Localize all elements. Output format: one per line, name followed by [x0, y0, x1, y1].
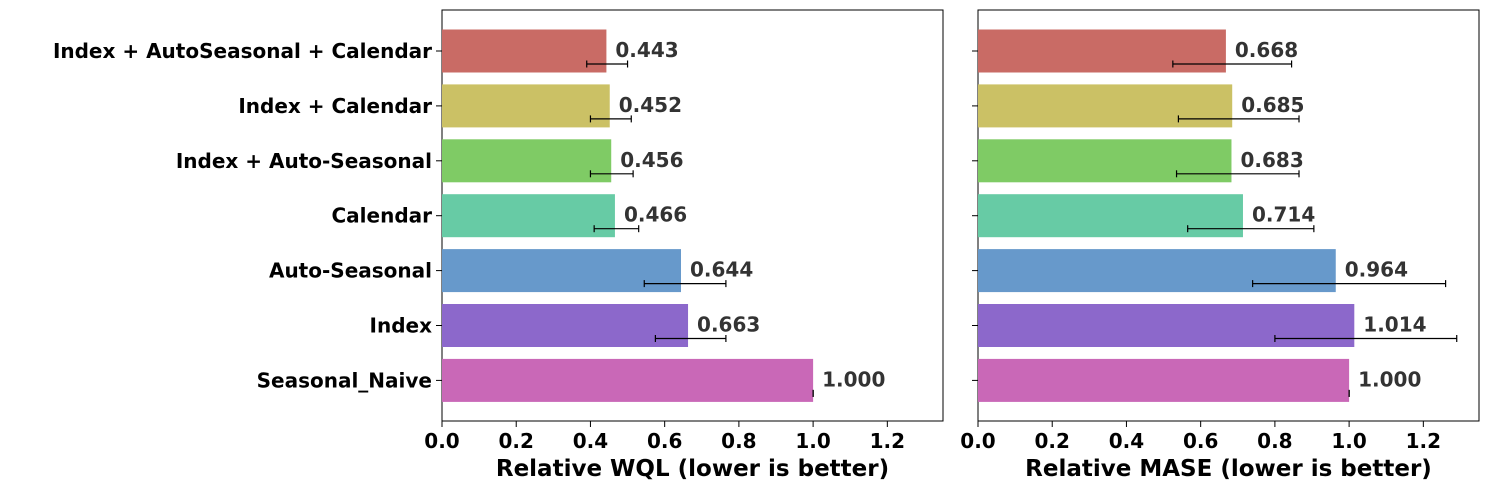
bar-1: [978, 29, 1226, 73]
data-label: 0.683: [1240, 148, 1303, 172]
data-label: 0.644: [690, 258, 753, 282]
category-label: Calendar: [331, 204, 432, 228]
data-label: 0.964: [1345, 258, 1408, 282]
category-label: Index + AutoSeasonal + Calendar: [53, 39, 432, 63]
x-tick-label: 0.8: [1257, 429, 1292, 453]
bar-1: [442, 29, 607, 73]
category-label: Seasonal_Naive: [257, 368, 432, 392]
bar-7: [978, 358, 1350, 402]
x-tick-label: 0.6: [1183, 429, 1218, 453]
bar-5: [978, 249, 1336, 293]
x-tick-label: 0.6: [647, 429, 682, 453]
x-tick-label: 0.4: [573, 429, 608, 453]
panel-1: 0.443 0.452 0.456 0.466 0.644 0.663 1.000 0.0 0.…: [424, 9, 944, 482]
x-tick-label: 0.8: [721, 429, 756, 453]
bar-3: [978, 139, 1232, 183]
data-label: 1.014: [1363, 313, 1426, 337]
x-tick-label: 0.0: [960, 429, 995, 453]
bar-4: [978, 194, 1243, 238]
panel-2: 0.668 0.685 0.683 0.714 0.964 1.014 1.000 0.0 0.…: [960, 9, 1480, 482]
category-label: Index: [370, 314, 433, 338]
category-label: Index + Auto-Seasonal: [176, 149, 432, 173]
x-tick-label: 0.4: [1109, 429, 1144, 453]
data-label: 0.685: [1241, 93, 1304, 117]
bar-4: [442, 194, 615, 238]
x-tick-label: 0.2: [1035, 429, 1070, 453]
x-tick-label: 1.0: [795, 429, 830, 453]
data-label: 0.663: [697, 313, 760, 337]
data-label: 1.000: [822, 367, 885, 391]
category-label: Index + Calendar: [238, 94, 432, 118]
data-label: 0.443: [615, 38, 678, 62]
data-label: 0.714: [1252, 203, 1315, 227]
bar-3: [442, 139, 612, 183]
data-label: 0.466: [624, 203, 687, 227]
x-tick-label: 1.2: [1406, 429, 1441, 453]
data-label: 0.668: [1235, 38, 1298, 62]
x-tick-label: 1.2: [870, 429, 905, 453]
x-axis-label: Relative WQL (lower is better): [496, 456, 889, 482]
x-tick-label: 0.2: [499, 429, 534, 453]
bar-2: [978, 84, 1233, 128]
data-label: 0.456: [620, 148, 683, 172]
bar-5: [442, 249, 681, 293]
bar-6: [442, 304, 689, 347]
data-label: 1.000: [1358, 367, 1421, 391]
data-label: 0.452: [619, 93, 682, 117]
bar-6: [978, 304, 1355, 347]
x-tick-label: 1.0: [1331, 429, 1366, 453]
category-label: Auto-Seasonal: [269, 259, 432, 283]
bar-2: [442, 84, 610, 128]
bar-7: [442, 358, 814, 402]
x-axis-label: Relative MASE (lower is better): [1025, 456, 1432, 482]
x-tick-label: 0.0: [424, 429, 459, 453]
